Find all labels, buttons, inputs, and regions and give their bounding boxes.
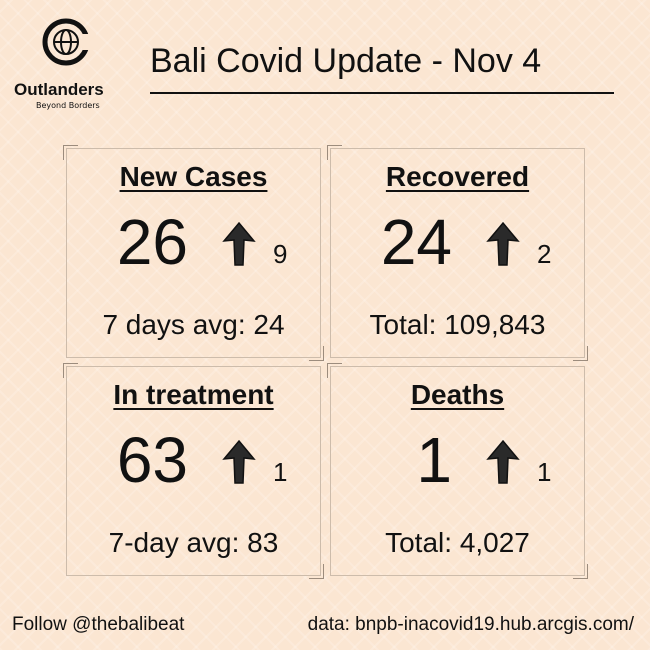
card-note: 7 days avg: 24	[102, 309, 285, 340]
card-title: Recovered	[385, 161, 530, 192]
up-arrow	[222, 221, 256, 266]
stat-card: In treatment 63 1 7-day avg: 83	[63, 363, 324, 579]
up-arrow	[486, 439, 520, 484]
card-note: 7-day avg: 83	[108, 527, 279, 558]
card-change: 1	[273, 457, 288, 487]
logo-icon	[42, 18, 96, 66]
card-value: 26	[116, 206, 188, 278]
card-note: Total: 109,843	[369, 309, 546, 340]
logo-name: Outlanders	[14, 80, 104, 99]
card-value: 24	[380, 206, 452, 278]
title-underline	[150, 92, 614, 94]
card-title: Deaths	[410, 379, 505, 410]
card-title: In treatment	[113, 379, 274, 410]
card-note: Total: 4,027	[385, 527, 530, 558]
card-change: 2	[537, 239, 552, 269]
up-arrow	[222, 439, 256, 484]
stat-card: Deaths 1 1 Total: 4,027	[327, 363, 588, 579]
source-text: data: bnpb-inacovid19.hub.arcgis.com/	[307, 614, 634, 635]
up-arrow	[486, 221, 520, 266]
card-change: 1	[537, 457, 552, 487]
card-value: 63	[116, 424, 188, 496]
card-change: 9	[273, 239, 288, 269]
follow-text: Follow @thebalibeat	[12, 614, 185, 635]
title: Bali Covid Update - Nov 4	[150, 42, 542, 80]
card-value: 1	[416, 424, 452, 496]
stat-card: New Cases 26 9 7 days avg: 24	[63, 145, 324, 361]
logo-tagline: Beyond Borders	[36, 101, 100, 110]
card-title: New Cases	[119, 161, 268, 192]
stat-card: Recovered 24 2 Total: 109,843	[327, 145, 588, 361]
